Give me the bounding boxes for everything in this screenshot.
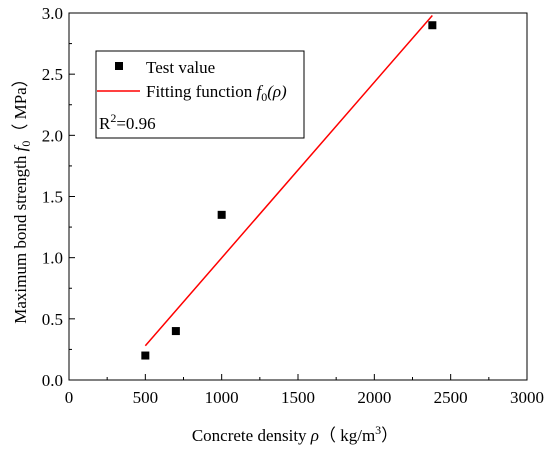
- test-points-layer: [141, 21, 437, 360]
- x-tick-label: 2000: [357, 388, 391, 407]
- legend-label-test-value: Test value: [146, 58, 215, 77]
- x-axis-ticks: 0 500 1000 1500 2000 2500 3000: [65, 374, 544, 407]
- plot-frame: [68, 12, 528, 381]
- x-tick-label: 500: [133, 388, 159, 407]
- legend-marker-test-value: [115, 62, 123, 70]
- r-squared-annotation: R2=0.96: [99, 111, 156, 133]
- y-axis-ticks: 0.0 0.5 1.0 1.5 2.0 2.5 3.0: [42, 4, 75, 390]
- test-value-point: [217, 210, 226, 219]
- legend-label-fitting-function: Fitting function f0(ρ): [146, 82, 287, 104]
- x-tick-label: 2500: [434, 388, 468, 407]
- x-tick-label: 3000: [510, 388, 544, 407]
- fit-line-layer: [144, 14, 433, 347]
- y-tick-label: 2.0: [42, 126, 63, 145]
- test-value-point: [141, 351, 150, 360]
- y-tick-label: 3.0: [42, 4, 63, 23]
- y-tick-label: 1.5: [42, 188, 63, 207]
- x-tick-label: 1000: [205, 388, 239, 407]
- legend: Test value Fitting function f0(ρ) R2=0.9…: [95, 50, 305, 139]
- test-value-point: [428, 21, 437, 30]
- y-tick-label: 2.5: [42, 65, 63, 84]
- plot-area-border: [68, 12, 528, 381]
- test-value-point: [171, 327, 180, 336]
- x-axis-title: Concrete density ρ（ kg/m3）: [192, 423, 398, 445]
- fitting-function-line: [144, 14, 433, 347]
- y-tick-label: 0.0: [42, 371, 63, 390]
- y-tick-label: 1.0: [42, 249, 63, 268]
- y-tick-label: 0.5: [42, 310, 63, 329]
- x-tick-label: 1500: [281, 388, 315, 407]
- x-tick-label: 0: [65, 388, 74, 407]
- y-axis-title: Maximum bond strength f0（ MPa）: [11, 70, 33, 323]
- legend-box: [95, 50, 305, 139]
